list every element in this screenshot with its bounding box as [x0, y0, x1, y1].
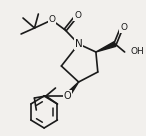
Text: O: O [63, 91, 71, 101]
Text: N: N [75, 39, 82, 49]
Polygon shape [96, 42, 116, 52]
Text: OH: OH [130, 47, 144, 56]
Text: O: O [120, 24, 127, 33]
Text: O: O [74, 12, 81, 21]
Text: O: O [48, 16, 55, 24]
Polygon shape [65, 82, 79, 98]
